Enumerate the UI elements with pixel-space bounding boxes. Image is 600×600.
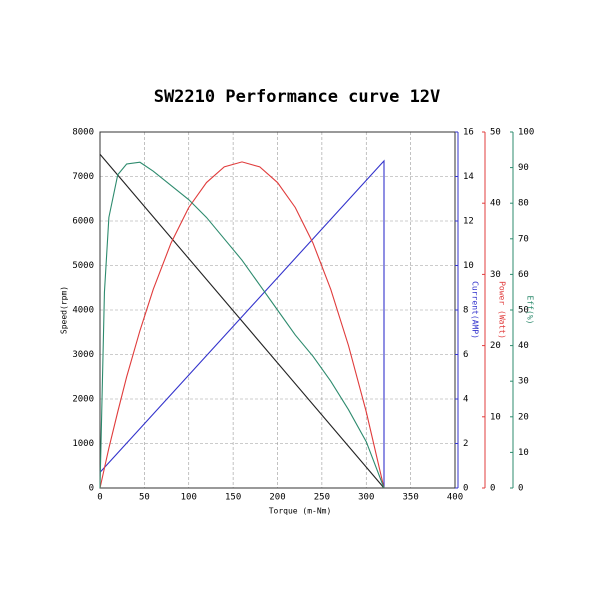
y-tick-label: 4000 — [72, 306, 94, 316]
y-tick-label: 50 — [490, 128, 501, 138]
y-tick-label: 3000 — [72, 350, 94, 360]
y-tick-label: 10 — [518, 448, 529, 458]
y-tick-label: 8000 — [72, 128, 94, 138]
y-tick-label: 5000 — [72, 261, 94, 271]
y-tick-label: 40 — [518, 341, 529, 351]
y-tick-label: 30 — [490, 270, 501, 280]
y-tick-label: 50 — [518, 306, 529, 316]
x-tick-label: 150 — [225, 493, 241, 503]
x-tick-label: 350 — [402, 493, 418, 503]
x-tick-label: 250 — [314, 493, 330, 503]
y-tick-label: 20 — [490, 341, 501, 351]
y-tick-label: 70 — [518, 234, 529, 244]
y-tick-label: 6 — [463, 350, 468, 360]
y-tick-label: 2 — [463, 439, 468, 449]
y-tick-label: 0 — [463, 484, 468, 494]
axis-label: Power (Watt) — [498, 281, 507, 339]
line-series — [99, 159, 385, 488]
axis-label: Current(AMP) — [471, 281, 480, 339]
y-tick-label: 40 — [490, 199, 501, 209]
y-tick-label: 30 — [518, 377, 529, 387]
line-series — [99, 161, 385, 489]
y-tick-label: 80 — [518, 199, 529, 209]
line-series — [99, 153, 385, 489]
y-tick-label: 0 — [490, 484, 495, 494]
x-tick-label: 0 — [97, 493, 102, 503]
x-tick-label: 200 — [269, 493, 285, 503]
y-tick-label: 0 — [518, 484, 523, 494]
y-tick-label: 60 — [518, 270, 529, 280]
y-tick-label: 8 — [463, 306, 468, 316]
y-tick-label: 1000 — [72, 439, 94, 449]
y-tick-label: 0 — [89, 484, 94, 494]
y-tick-label: 12 — [463, 217, 474, 227]
y-tick-label: 100 — [518, 128, 534, 138]
x-tick-label: 300 — [358, 493, 374, 503]
x-axis-label: Torque (m-Nm) — [269, 507, 332, 516]
y-tick-label: 14 — [463, 172, 474, 182]
y-tick-label: 20 — [518, 412, 529, 422]
line-series — [99, 161, 385, 489]
axis-label: Eff(%) — [526, 296, 535, 325]
x-tick-label: 100 — [181, 493, 197, 503]
x-tick-label: 50 — [139, 493, 150, 503]
chart-title: SW2210 Performance curve 12V — [154, 87, 441, 107]
y-tick-label: 7000 — [72, 172, 94, 182]
y-tick-label: 16 — [463, 128, 474, 138]
y-tick-label: 2000 — [72, 395, 94, 405]
y-tick-label: 6000 — [72, 217, 94, 227]
y-tick-label: 90 — [518, 163, 529, 173]
y-tick-label: 4 — [463, 395, 468, 405]
y-tick-label: 10 — [463, 261, 474, 271]
y-tick-label: 10 — [490, 412, 501, 422]
y-axis-label: Speed(rpm) — [60, 286, 69, 334]
x-tick-label: 400 — [447, 493, 463, 503]
